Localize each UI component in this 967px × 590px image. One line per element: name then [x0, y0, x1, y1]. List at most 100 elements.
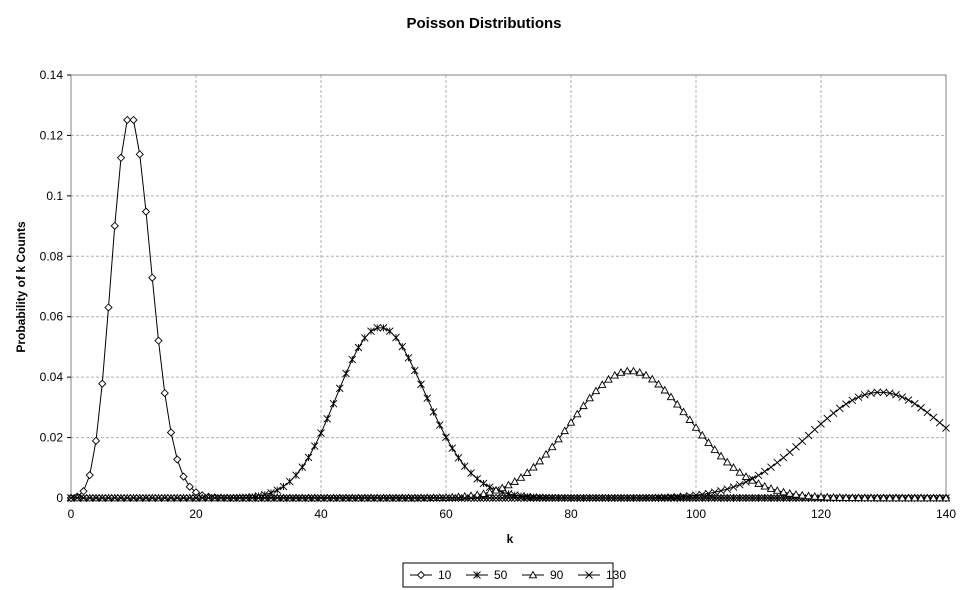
data-point-130 — [242, 494, 250, 502]
marker-shape — [729, 494, 738, 502]
marker-shape — [348, 494, 357, 502]
marker-shape — [642, 493, 650, 502]
marker-shape — [254, 494, 263, 502]
data-point-130 — [260, 494, 269, 502]
data-point-130 — [273, 494, 282, 502]
marker-shape — [223, 494, 232, 502]
data-point-50 — [379, 323, 388, 332]
data-point-90 — [616, 368, 626, 376]
marker-shape — [85, 471, 94, 480]
marker-shape — [104, 303, 113, 312]
legend-label-90: 90 — [550, 568, 564, 582]
marker-shape — [435, 494, 444, 502]
marker-shape — [135, 150, 144, 159]
data-point-50 — [392, 333, 400, 342]
marker-shape — [516, 473, 526, 481]
legend-marker-90 — [528, 570, 538, 579]
marker-shape — [279, 494, 288, 502]
data-point-50 — [292, 471, 300, 480]
data-point-50 — [442, 433, 450, 442]
axis-ticks: 0 0.02 0.04 0.06 0.08 0.1 0.12 0.14 0 20 40 60 80 100… — [40, 68, 957, 521]
marker-shape — [716, 451, 726, 460]
data-point-90 — [547, 442, 557, 451]
data-point-130 — [517, 494, 525, 502]
data-point-90 — [935, 493, 945, 502]
data-point-130 — [754, 471, 763, 480]
y-tick-label: 0.06 — [40, 310, 64, 324]
data-point-130 — [248, 494, 257, 502]
marker-shape — [67, 494, 75, 502]
data-point-130 — [379, 494, 388, 502]
data-point-90 — [691, 423, 701, 431]
data-point-130 — [285, 494, 294, 502]
marker-shape — [791, 489, 801, 498]
data-point-50 — [660, 494, 669, 502]
marker-shape — [817, 420, 825, 428]
marker-shape — [660, 493, 669, 502]
marker-shape — [654, 379, 663, 388]
data-point-130 — [429, 494, 438, 502]
marker-shape — [329, 494, 338, 502]
data-point-130 — [585, 494, 594, 502]
marker-shape — [941, 493, 951, 502]
data-point-130 — [198, 494, 207, 502]
data-point-90 — [485, 487, 495, 496]
data-point-50 — [323, 414, 332, 423]
marker-shape — [742, 478, 750, 486]
data-point-90 — [685, 415, 695, 423]
marker-shape — [554, 494, 563, 502]
marker-shape — [697, 430, 707, 439]
data-point-130 — [667, 493, 675, 501]
marker-shape — [129, 115, 138, 125]
data-point-90 — [697, 430, 707, 439]
marker-shape — [317, 494, 325, 502]
marker-shape — [617, 494, 625, 502]
data-point-90 — [804, 491, 813, 500]
data-point-130 — [385, 494, 394, 502]
data-point-50 — [310, 442, 319, 450]
data-point-130 — [654, 493, 663, 502]
data-point-130 — [873, 388, 882, 397]
data-point-130 — [410, 494, 419, 502]
marker-shape — [535, 494, 544, 502]
marker-shape — [629, 366, 638, 375]
marker-shape — [710, 488, 719, 497]
data-point-130 — [360, 494, 369, 502]
marker-shape — [523, 494, 532, 502]
marker-shape — [792, 443, 800, 451]
data-point-90 — [491, 485, 501, 494]
data-point-130 — [329, 494, 338, 502]
data-point-130 — [735, 480, 744, 489]
data-point-130 — [704, 489, 713, 498]
data-point-130 — [829, 409, 838, 418]
data-point-130 — [917, 404, 925, 412]
data-point-130 — [348, 494, 357, 502]
marker-shape — [473, 571, 481, 579]
marker-shape — [760, 467, 769, 476]
marker-shape — [473, 475, 482, 483]
data-point-90 — [797, 490, 807, 499]
marker-shape — [667, 493, 675, 501]
marker-shape — [754, 479, 763, 487]
data-point-130 — [817, 420, 825, 428]
marker-shape — [123, 494, 132, 502]
marker-shape — [885, 493, 895, 502]
data-point-90 — [710, 445, 720, 453]
data-point-90 — [741, 472, 751, 480]
data-point-130 — [848, 396, 857, 405]
marker-shape — [573, 494, 582, 502]
marker-shape — [104, 494, 113, 502]
data-point-50 — [304, 453, 313, 462]
marker-shape — [748, 475, 757, 483]
legend-marker-10 — [416, 570, 426, 580]
marker-shape — [435, 493, 445, 501]
data-point-90 — [654, 379, 663, 388]
data-point-130 — [923, 408, 932, 417]
data-point-50 — [710, 494, 719, 502]
marker-shape — [904, 493, 913, 502]
y-tick-label: 0.14 — [40, 68, 64, 82]
marker-shape — [685, 415, 695, 423]
data-point-90 — [497, 483, 507, 492]
marker-shape — [310, 442, 319, 450]
marker-shape — [560, 494, 569, 502]
